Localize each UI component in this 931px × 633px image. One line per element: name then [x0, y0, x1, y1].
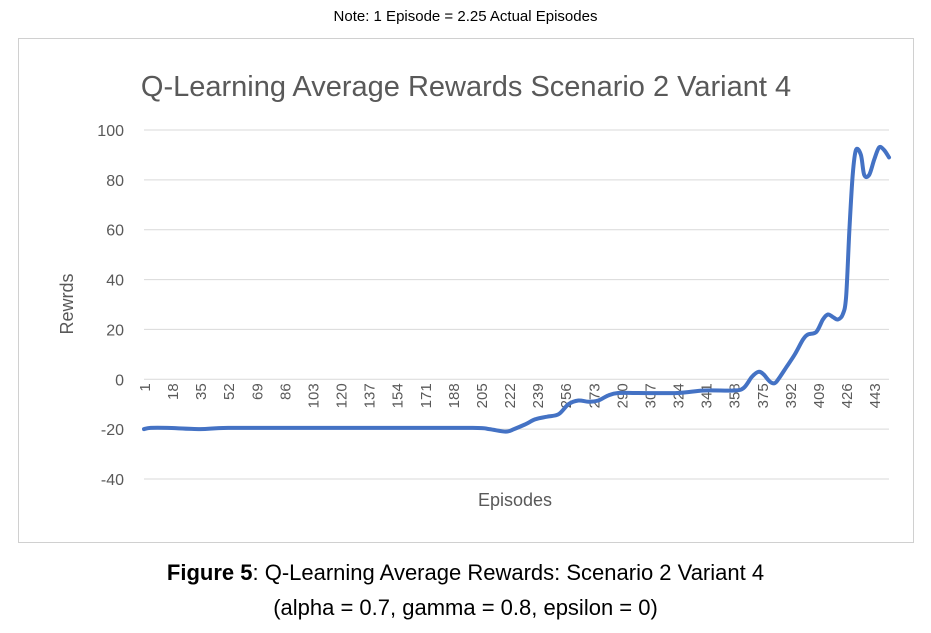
x-tick-label: 18	[165, 383, 182, 400]
x-tick-label: 86	[277, 383, 294, 400]
figure-label: Figure 5	[166, 560, 253, 585]
line-chart: Q-Learning Average Rewards Scenario 2 Va…	[57, 71, 891, 510]
y-tick-label: 20	[106, 322, 124, 339]
x-tick-label: 120	[334, 383, 351, 408]
x-tick-label: 375	[755, 383, 772, 408]
figure-caption-text: : Q-Learning Average Rewards: Scenario 2…	[252, 560, 765, 585]
y-tick-label: 40	[106, 273, 124, 290]
x-tick-label: 443	[867, 383, 884, 408]
x-tick-label: 137	[362, 383, 379, 408]
chart-note: Note: 1 Episode = 2.25 Actual Episodes	[333, 8, 598, 25]
y-tick-label: -20	[101, 422, 124, 439]
y-tick-label: 60	[106, 223, 124, 240]
x-tick-label: 273	[586, 383, 603, 408]
y-tick-label: 80	[106, 173, 124, 190]
x-tick-label: 69	[249, 383, 266, 400]
figure-caption: Figure 5: Q-Learning Average Rewards: Sc…	[0, 560, 931, 586]
x-tick-label: 35	[193, 383, 210, 400]
x-tick-label: 103	[305, 383, 322, 408]
y-tick-label: 0	[115, 372, 124, 389]
x-tick-label: 409	[811, 383, 828, 408]
x-tick-label: 222	[502, 383, 519, 408]
y-axis-label: Rewrds	[57, 273, 77, 334]
series-line	[142, 144, 891, 434]
x-tick-label: 324	[671, 383, 688, 408]
x-axis-label: Episodes	[478, 490, 552, 510]
y-tick-label: 100	[97, 123, 124, 140]
y-tick-label: -40	[101, 472, 124, 489]
chart-title: Q-Learning Average Rewards Scenario 2 Va…	[141, 71, 791, 103]
x-tick-label: 154	[390, 383, 407, 408]
x-tick-label: 426	[839, 383, 856, 408]
x-tick-label: 358	[727, 383, 744, 408]
x-tick-label: 52	[221, 383, 238, 400]
x-tick-label: 239	[530, 383, 547, 408]
chart-container: Q-Learning Average Rewards Scenario 2 Va…	[18, 38, 914, 543]
y-axis-ticks: 100 80 60 40 20 0 -20 -40	[97, 123, 124, 489]
x-tick-label: 171	[418, 383, 435, 408]
x-tick-label: 341	[699, 383, 716, 408]
x-tick-label: 392	[783, 383, 800, 408]
figure-parameters: (alpha = 0.7, gamma = 0.8, epsilon = 0)	[273, 595, 658, 620]
x-tick-label: 1	[137, 383, 154, 391]
x-axis-ticks: 1 18 35 52 69 86 103 120 137 154 171 188 205 222 239 25…	[137, 383, 884, 408]
x-tick-label: 307	[642, 383, 659, 408]
series-group	[142, 144, 891, 434]
x-tick-label: 205	[474, 383, 491, 408]
x-tick-label: 290	[614, 383, 631, 408]
x-tick-label: 188	[446, 383, 463, 408]
